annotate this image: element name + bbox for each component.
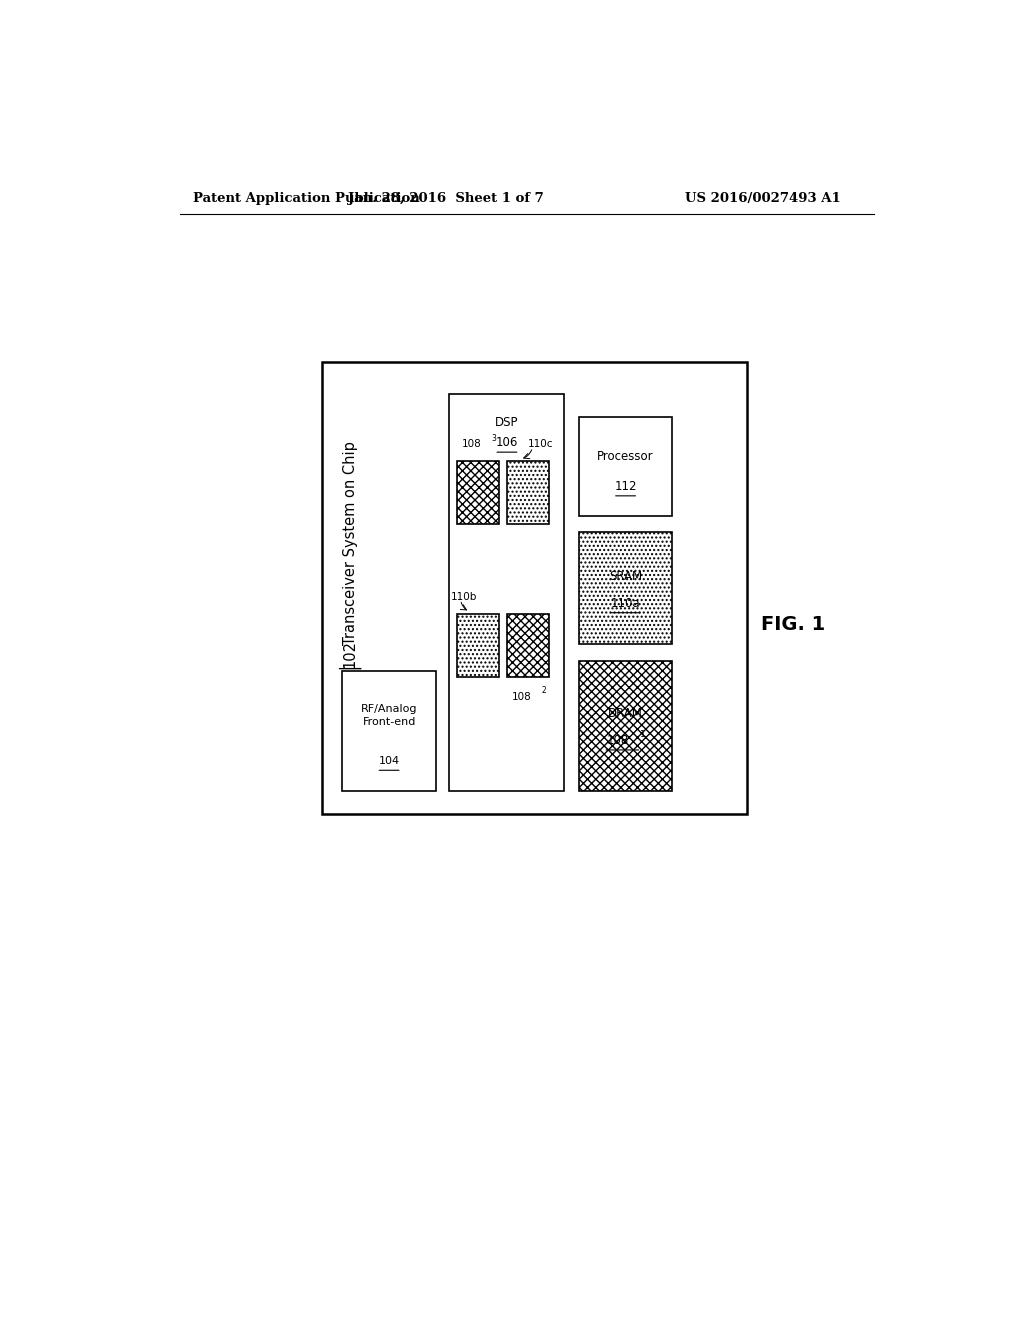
- Bar: [579, 660, 673, 791]
- Text: SRAM: SRAM: [609, 570, 642, 582]
- Text: FIG. 1: FIG. 1: [761, 615, 825, 634]
- Bar: [507, 614, 550, 677]
- Text: 108: 108: [462, 440, 482, 449]
- Text: 106: 106: [496, 437, 518, 450]
- Text: Transceiver System on Chip: Transceiver System on Chip: [343, 441, 357, 644]
- Text: Patent Application Publication: Patent Application Publication: [194, 191, 420, 205]
- Bar: [342, 671, 436, 791]
- Bar: [458, 614, 500, 677]
- Bar: [579, 532, 673, 644]
- Text: 108: 108: [606, 734, 629, 747]
- Text: US 2016/0027493 A1: US 2016/0027493 A1: [685, 191, 841, 205]
- Text: Jan. 28, 2016  Sheet 1 of 7: Jan. 28, 2016 Sheet 1 of 7: [347, 191, 544, 205]
- Text: 3: 3: [492, 434, 497, 444]
- Text: DSP: DSP: [496, 416, 519, 429]
- Text: RF/Analog
Front-end: RF/Analog Front-end: [360, 704, 418, 726]
- Text: 104: 104: [379, 756, 399, 766]
- Text: 108: 108: [512, 692, 531, 702]
- Text: 110c: 110c: [528, 440, 554, 449]
- Text: 112: 112: [614, 480, 637, 494]
- Text: 102: 102: [343, 640, 357, 668]
- Bar: [579, 417, 673, 516]
- Text: 1: 1: [640, 730, 646, 739]
- Text: 2: 2: [542, 686, 547, 694]
- Bar: [458, 461, 500, 524]
- Text: DRAM: DRAM: [608, 706, 643, 719]
- Bar: [507, 461, 550, 524]
- Text: 110b: 110b: [451, 591, 477, 602]
- Text: Processor: Processor: [597, 450, 654, 463]
- Bar: [450, 395, 564, 791]
- Text: 110a: 110a: [610, 597, 640, 610]
- Bar: [323, 362, 748, 814]
